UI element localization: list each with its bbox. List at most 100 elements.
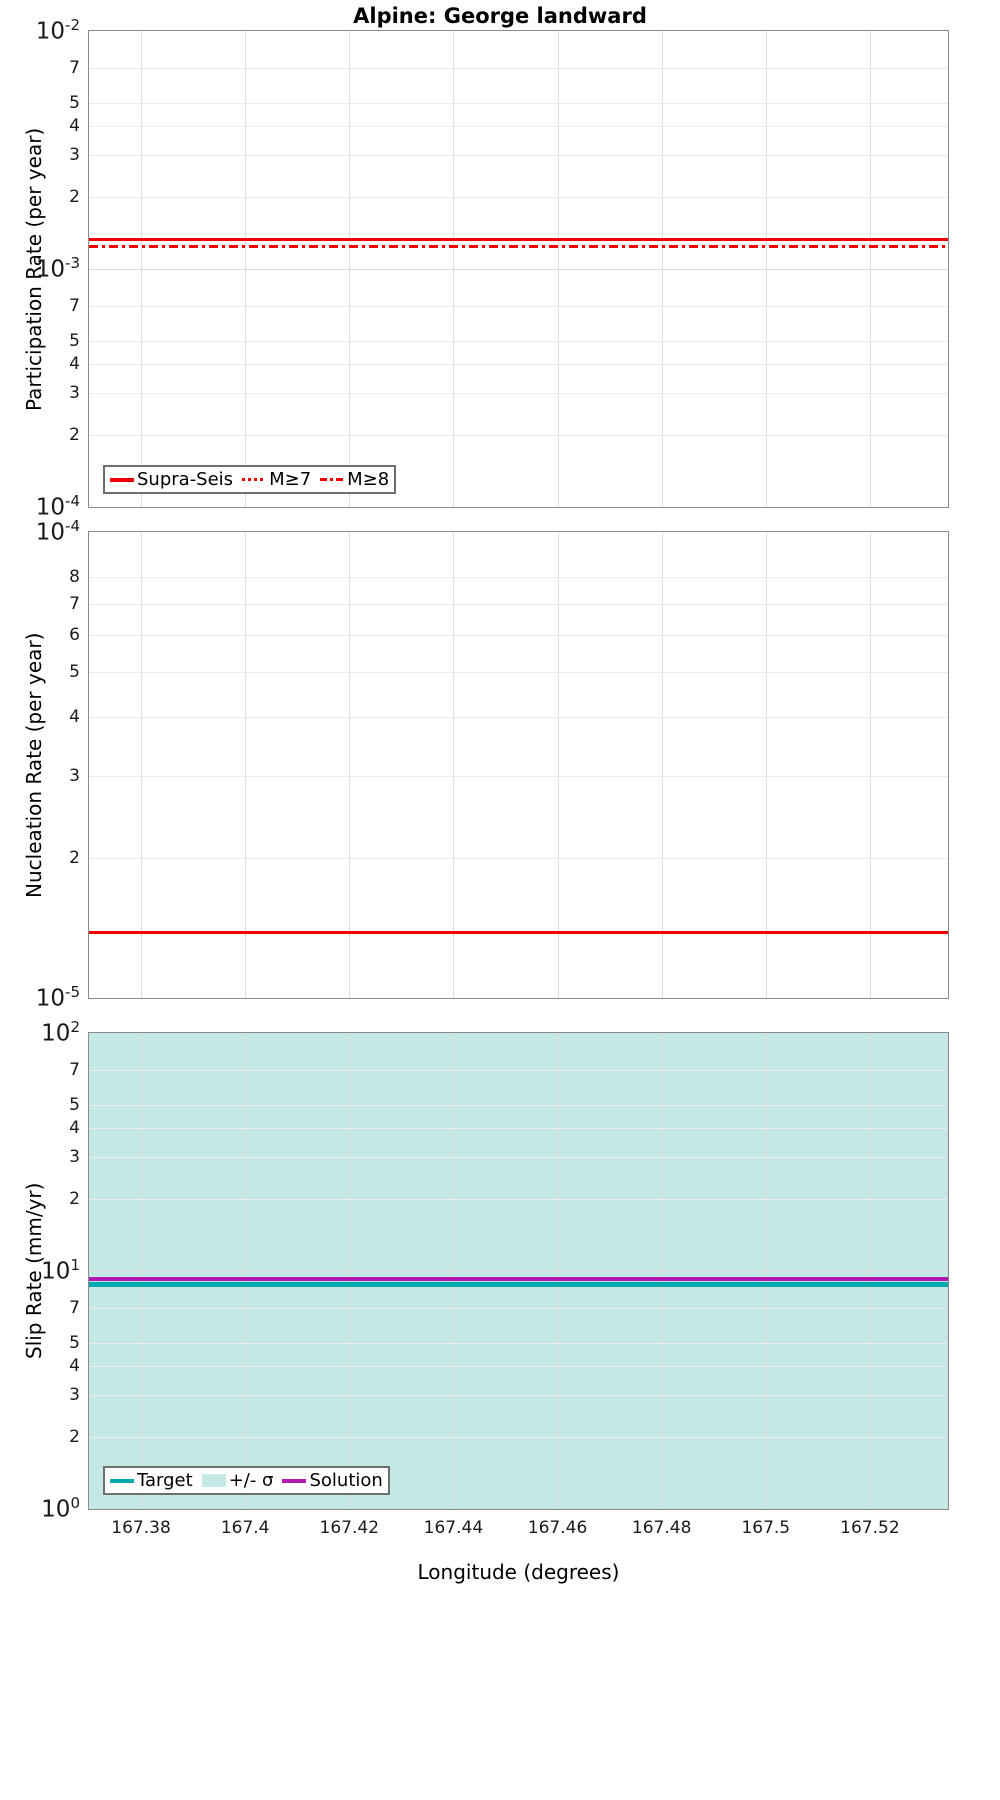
gridline-vertical [453,532,455,998]
x-tick-label: 167.48 [631,1518,692,1538]
line-swatch-icon [282,1478,307,1483]
gridline-horizontal-minor [89,1342,948,1344]
x-axis-title: Longitude (degrees) [417,1560,620,1584]
y-tick-label-minor: 3 [69,1147,80,1168]
gridline-horizontal-minor [89,1395,948,1397]
gridline-horizontal-minor [89,125,948,127]
y-tick-label-minor: 6 [69,625,80,646]
y-tick-label-minor: 7 [69,1297,80,1318]
gridline-horizontal-minor [89,1127,948,1129]
y-tick-label-minor: 7 [69,295,80,316]
legend-item-sigma-band: +/- σ [201,1470,274,1491]
band-swatch-icon [201,1474,226,1487]
x-tick-label: 167.4 [220,1518,270,1538]
y-tick-label-minor: 5 [69,662,80,683]
gridline-horizontal-minor [89,1307,948,1309]
y-tick-label-minor: 4 [69,1117,80,1138]
gridline-vertical [869,532,871,998]
y-tick-label-minor: 5 [69,1094,80,1115]
y-tick-label-minor: 4 [69,353,80,374]
line-swatch-icon [110,1478,134,1483]
y-tick-label-minor: 4 [69,707,80,728]
page-title: Alpine: George landward [353,4,647,28]
legend-label: +/- σ [228,1470,274,1491]
y-tick-label-major: 10-5 [35,983,80,1012]
x-tick-label: 167.5 [741,1518,791,1538]
legend-item-m8: M≥8 [320,469,389,490]
panel-slip-rate [88,1032,949,1510]
y-tick-label-minor: 5 [69,330,80,351]
y-tick-label-minor: 2 [69,187,80,208]
legend-item-target: Target [110,1470,193,1491]
legend-label: Supra-Seis [137,469,234,490]
panel-participation-rate [88,30,949,508]
y-tick-label-minor: 7 [69,1059,80,1080]
gridline-horizontal-minor [89,197,948,199]
gridline-vertical [141,532,143,998]
gridline-vertical [349,532,351,998]
panel3-legend: Target +/- σ Solution [103,1466,390,1495]
gridline-horizontal-minor [89,305,948,307]
gridline-horizontal-minor [89,775,948,777]
gridline-horizontal-minor [89,1199,948,1201]
gridline-horizontal [89,269,948,270]
gridline-horizontal-minor [89,67,948,69]
y-tick-label-minor: 2 [69,1189,80,1210]
gridline-horizontal-minor [89,1069,948,1071]
x-tick-label: 167.52 [840,1518,900,1538]
gridline-horizontal-minor [89,717,948,719]
gridline-horizontal-minor [89,102,948,104]
y-tick-label-major: 10-2 [35,16,80,45]
gridline-horizontal-minor [89,363,948,365]
legend-label: M≥7 [269,469,312,490]
gridline-vertical [557,532,559,998]
y-tick-label-major: 101 [41,1256,80,1285]
gridline-horizontal-minor [89,340,948,342]
gridline-horizontal-minor [89,1437,948,1439]
legend-item-m7: M≥7 [242,469,311,490]
y-tick-label-minor: 3 [69,1385,80,1406]
y-tick-label-major: 10-4 [35,492,80,521]
y-tick-label-minor: 4 [69,115,80,136]
gridline-horizontal-minor [89,604,948,606]
y-tick-label-major: 100 [41,1494,80,1523]
y-tick-label-minor: 3 [69,145,80,166]
series-line-solution [89,1276,948,1281]
gridline-vertical [661,532,663,998]
dotted-line-swatch-icon [242,478,267,481]
y-tick-label-minor: 8 [69,567,80,588]
gridline-vertical [765,532,767,998]
gridline-horizontal-minor [89,1157,948,1159]
gridline-horizontal-minor [89,393,948,395]
series-line-m-7 [89,238,948,242]
dashdot-line-swatch-icon [320,478,345,481]
y-tick-label-minor: 2 [69,847,80,868]
x-tick-label: 167.42 [319,1518,380,1538]
legend-item-solution: Solution [282,1470,383,1491]
gridline-horizontal-minor [89,672,948,674]
legend-label: Target [137,1470,193,1491]
y-tick-label-major: 10-4 [35,517,80,546]
y-tick-label-minor: 4 [69,1355,80,1376]
x-tick-label: 167.38 [111,1518,171,1538]
y-tick-label-major: 102 [41,1018,80,1047]
y-tick-label-minor: 5 [69,92,80,113]
y-tick-label-minor: 2 [69,425,80,446]
legend-label: Solution [309,1470,383,1491]
gridline-horizontal [89,1271,948,1272]
gridline-horizontal-minor [89,635,948,637]
y-tick-label-minor: 7 [69,594,80,615]
series-line-solution-nucleation [89,930,948,934]
x-tick-label: 167.46 [527,1518,588,1538]
line-swatch-icon [110,477,134,482]
panel-nucleation-rate [88,531,949,999]
y-tick-label-minor: 5 [69,1332,80,1353]
legend-item-supra-seis: Supra-Seis [110,469,233,490]
y-tick-label-major: 10-3 [35,254,80,283]
gridline-horizontal-minor [89,857,948,859]
gridline-horizontal-minor [89,435,948,437]
y-tick-label-minor: 2 [69,1427,80,1448]
y-tick-label-minor: 3 [69,765,80,786]
y-tick-label-minor: 3 [69,383,80,404]
